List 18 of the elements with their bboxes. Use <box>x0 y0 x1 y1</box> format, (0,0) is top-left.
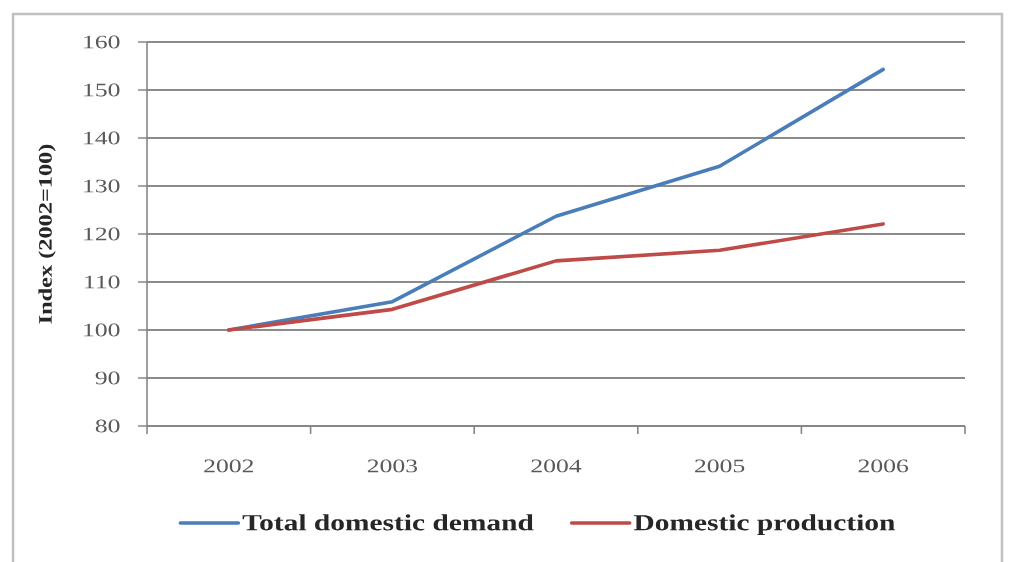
y-tick-label: 110 <box>85 275 120 289</box>
x-tick-label: 2005 <box>695 459 745 473</box>
x-tick-label: 2004 <box>531 459 582 473</box>
legend-label: Total domestic demand <box>242 514 534 531</box>
line-series <box>227 222 885 332</box>
x-tick-label: 2003 <box>367 459 418 473</box>
y-tick-label: 80 <box>95 419 120 433</box>
y-axis-title: Index (2002=100) <box>38 144 56 324</box>
y-tick-label: 160 <box>84 35 120 49</box>
y-tick-label: 120 <box>84 227 120 241</box>
y-tick-label: 90 <box>95 371 120 385</box>
y-tick-label: 150 <box>84 83 120 97</box>
y-tick-label: 140 <box>84 131 120 145</box>
legend-label: Domestic production <box>633 514 895 536</box>
y-tick-label: 100 <box>84 323 120 337</box>
x-tick-label: 2002 <box>204 459 254 473</box>
x-tick-label: 2006 <box>858 459 909 473</box>
y-tick-label: 130 <box>84 179 120 193</box>
